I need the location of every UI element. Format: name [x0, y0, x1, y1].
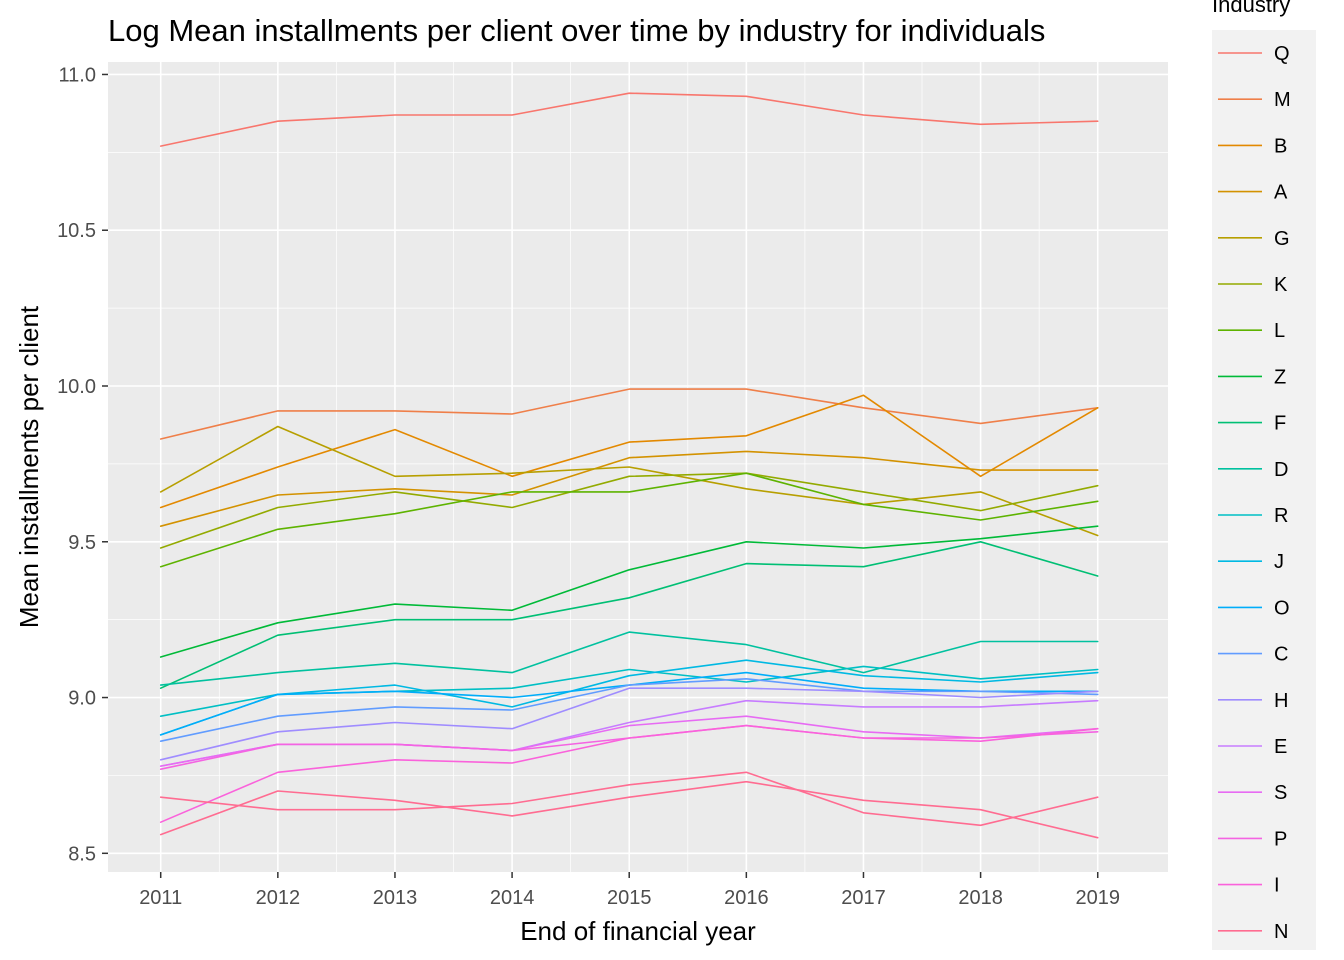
- legend-label: M: [1274, 89, 1291, 111]
- series-line-a: [159, 450, 1099, 528]
- x-tick-label: 2011: [139, 887, 182, 909]
- series-line-m: [159, 388, 1099, 440]
- series-line-c: [159, 677, 1099, 743]
- series-lines: [159, 92, 1099, 839]
- legend-label: P: [1274, 828, 1287, 850]
- y-axis: 8.5 9.0 9.5 10.0 10.5 11.0: [57, 64, 108, 865]
- y-tick-label: 10.5: [57, 220, 96, 242]
- legend-label: K: [1274, 274, 1288, 296]
- legend-label: H: [1274, 690, 1288, 712]
- gridlines: [108, 62, 1168, 872]
- series-line-g: [159, 425, 1099, 537]
- y-tick-label: 8.5: [68, 843, 96, 865]
- legend-label: N: [1274, 921, 1288, 943]
- plot-panel: [108, 62, 1168, 872]
- series-line: [159, 771, 1099, 827]
- series-line-q: [159, 92, 1099, 147]
- series-line-j: [159, 659, 1099, 736]
- legend-label: O: [1274, 597, 1290, 619]
- legend-label: Z: [1274, 366, 1286, 388]
- legend-panel: [1212, 30, 1316, 950]
- x-axis: 2011 2012 2013 2014 2015 2016 2017 2018 2019: [139, 872, 1120, 909]
- legend-label: F: [1274, 413, 1286, 435]
- legend-label: I: [1274, 875, 1280, 897]
- series-line-h: [159, 687, 1099, 761]
- x-axis-title: End of financial year: [520, 916, 756, 946]
- legend-label: A: [1274, 182, 1288, 204]
- x-tick-label: 2015: [607, 887, 652, 909]
- y-tick-label: 10.0: [57, 376, 96, 398]
- legend-label: R: [1274, 505, 1288, 527]
- x-tick-label: 2014: [490, 887, 535, 909]
- legend-items: Q M B A G K L Z F D R J O C H E S P I N: [1218, 43, 1291, 943]
- legend-label: J: [1274, 551, 1284, 573]
- series-line-n: [159, 780, 1099, 839]
- legend-label: C: [1274, 644, 1288, 666]
- y-axis-title: Mean installments per client: [14, 305, 44, 628]
- x-tick-label: 2017: [841, 887, 886, 909]
- legend-label: E: [1274, 736, 1287, 758]
- x-tick-label: 2018: [958, 887, 1003, 909]
- series-line-f: [159, 540, 1099, 690]
- legend-label: S: [1274, 782, 1287, 804]
- y-tick-label: 9.0: [68, 688, 96, 710]
- legend-label: B: [1274, 135, 1287, 157]
- x-tick-label: 2012: [256, 887, 301, 909]
- legend-label: L: [1274, 320, 1285, 342]
- legend-label: D: [1274, 459, 1288, 481]
- y-tick-label: 9.5: [68, 532, 96, 554]
- legend-label: G: [1274, 228, 1290, 250]
- legend-title: Industry: [1212, 0, 1290, 17]
- x-tick-label: 2019: [1075, 887, 1120, 909]
- series-line-k: [159, 472, 1099, 549]
- series-line-i: [159, 724, 1099, 824]
- x-tick-label: 2016: [724, 887, 769, 909]
- series-line-d: [159, 631, 1099, 686]
- legend: Industry Q M B A G K L Z F D R J O C H E S P I N: [1212, 0, 1316, 950]
- x-tick-label: 2013: [373, 887, 418, 909]
- series-line-z: [159, 525, 1099, 658]
- legend-label: Q: [1274, 43, 1290, 65]
- y-tick-label: 11.0: [59, 64, 96, 86]
- chart-title: Log Mean installments per client over ti…: [108, 13, 1045, 48]
- series-line-b: [159, 394, 1099, 509]
- series-line-l: [159, 472, 1099, 568]
